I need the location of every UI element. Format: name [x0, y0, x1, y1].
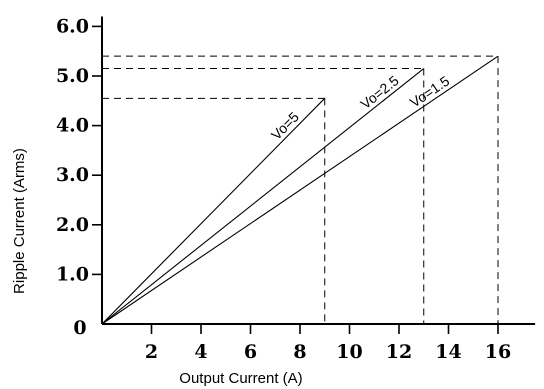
- series-line: [101, 97, 326, 325]
- series-line: [101, 55, 499, 325]
- x-axis-label: Output Current (A): [179, 370, 302, 387]
- y-axis-label: Ripple Current (Arms): [11, 148, 28, 294]
- axes: [101, 16, 536, 325]
- guide-lines: [102, 55, 499, 324]
- y-tick-label: 2.0: [56, 214, 89, 236]
- series-line: [101, 68, 425, 325]
- x-tick-label: 6: [244, 341, 257, 363]
- y-tick-label: 5.0: [56, 65, 89, 87]
- x-tick-label: 4: [194, 341, 207, 363]
- y-tick-label: 1.0: [56, 263, 89, 285]
- series-labels: Vo=5Vo=2.5 Vo=1.5: [268, 72, 453, 143]
- x-tick-label: 8: [293, 341, 306, 363]
- x-tick-label: 12: [386, 341, 412, 363]
- series-label: Vo=2.5: [357, 72, 402, 112]
- y-tick-label: 3.0: [56, 164, 89, 186]
- y-tick-label: 4.0: [56, 115, 89, 137]
- x-tick-label: 16: [485, 341, 511, 363]
- x-tick-label: 14: [435, 341, 461, 363]
- y-tick-label: 6.0: [56, 15, 89, 37]
- ticks: 1.0 2.0 3.0 4.0 5.0 6.0 2 4 6 8 10 12 14 16: [56, 15, 511, 363]
- x-tick-label: 2: [145, 341, 158, 363]
- origin-label: 0: [73, 317, 86, 339]
- x-tick-label: 10: [336, 341, 362, 363]
- series-lines: [101, 55, 499, 325]
